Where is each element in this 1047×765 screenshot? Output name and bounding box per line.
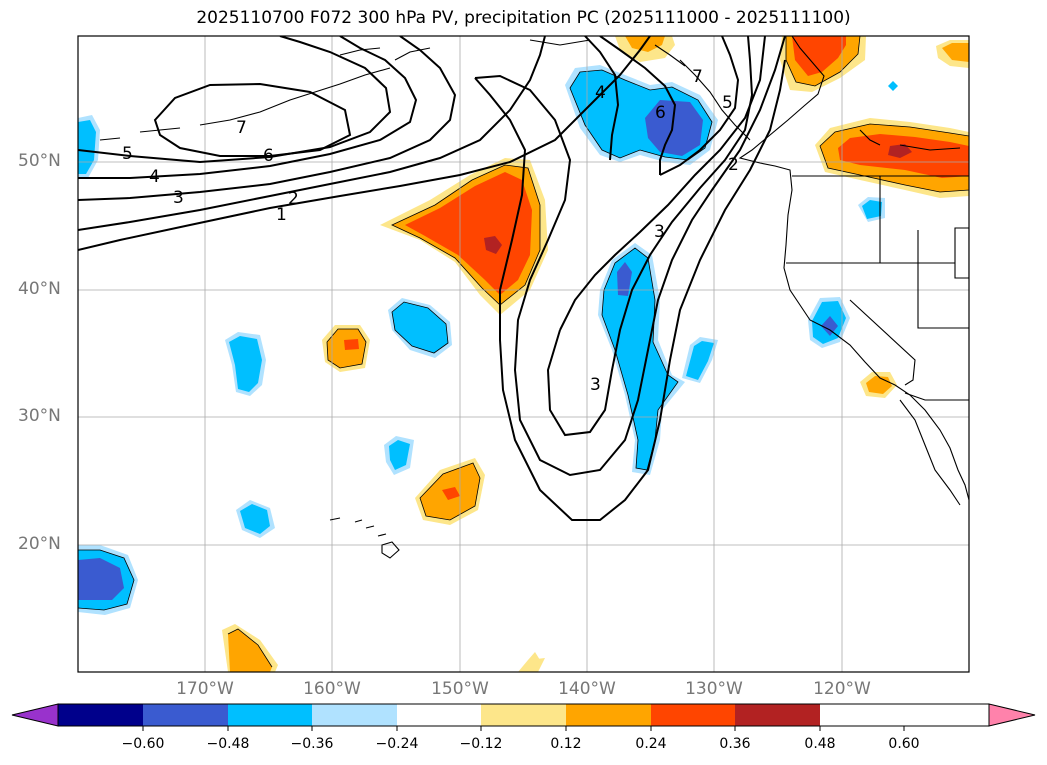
precip-negative-anomalies <box>78 65 898 615</box>
precip-positive-anomalies <box>222 36 969 672</box>
pv-label: 3 <box>654 222 665 242</box>
colorbar-tick-label: 0.36 <box>719 736 751 752</box>
colorbar-tick-label: 0.12 <box>550 736 582 752</box>
pv-contours <box>78 36 786 521</box>
lon-label: 160°W <box>303 679 361 699</box>
chart-title: 2025110700 F072 300 hPa PV, precipitatio… <box>196 8 851 28</box>
lon-label: 130°W <box>685 679 743 699</box>
pv-label: 2 <box>728 155 739 175</box>
pv-label: 2 <box>288 189 299 209</box>
pv-label: 7 <box>692 67 703 87</box>
graticule <box>78 36 969 672</box>
colorbar-tick-label: −0.48 <box>206 736 250 752</box>
map-frame <box>77 35 970 673</box>
pv-label: 3 <box>590 375 601 395</box>
pv-contour-labels: 1 2 3 4 5 6 7 3 3 4 5 6 7 2 <box>122 67 739 395</box>
lat-label: 40°N <box>18 279 61 299</box>
coastlines <box>99 36 969 559</box>
lat-label: 50°N <box>18 151 61 171</box>
pv-label: 5 <box>122 144 133 164</box>
pv-label: 3 <box>173 188 184 208</box>
pv-label: 6 <box>655 103 666 123</box>
pv-label: 4 <box>149 167 160 187</box>
pv-label: 5 <box>722 93 733 113</box>
colorbar-tick-label: −0.12 <box>459 736 503 752</box>
colorbar-tick-label: 0.48 <box>804 736 836 752</box>
pv-label: 6 <box>263 146 274 166</box>
colorbar-tick-label: 0.60 <box>888 736 920 752</box>
pv-label: 7 <box>236 118 247 138</box>
lat-label: 20°N <box>18 534 61 554</box>
lon-label: 120°W <box>813 679 871 699</box>
lat-label: 30°N <box>18 406 61 426</box>
colorbar-tick-label: 0.24 <box>635 736 667 752</box>
colorbar-tick-label: −0.36 <box>290 736 334 752</box>
lon-label: 170°W <box>176 679 234 699</box>
pv-label: 1 <box>276 205 287 225</box>
pv-label: 4 <box>595 83 606 103</box>
colorbar-tick-label: −0.24 <box>375 736 419 752</box>
lon-label: 140°W <box>558 679 616 699</box>
lon-label: 150°W <box>431 679 489 699</box>
colorbar-tick-label: −0.60 <box>121 736 165 752</box>
